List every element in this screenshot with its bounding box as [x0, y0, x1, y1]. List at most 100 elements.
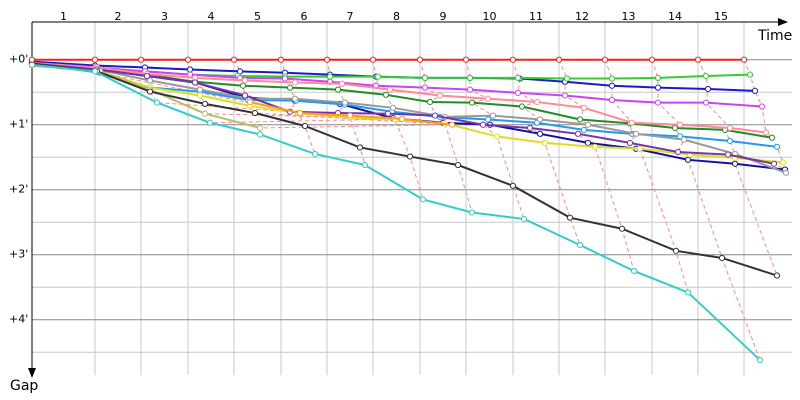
y-tick-label: +4': [9, 313, 28, 326]
data-point: [454, 161, 462, 169]
data-point: [28, 56, 36, 63]
data-point: [281, 75, 289, 82]
data-point: [561, 92, 569, 99]
data-point: [466, 86, 474, 93]
data-point: [489, 112, 497, 119]
x-tick-label: 13: [622, 10, 636, 23]
data-point: [323, 56, 331, 63]
lap-connector: [372, 59, 424, 200]
data-point: [773, 272, 781, 279]
data-point: [533, 98, 541, 106]
data-point: [256, 131, 264, 138]
data-point: [654, 74, 662, 82]
lap-connector: [604, 59, 689, 293]
data-point: [672, 247, 680, 254]
data-point: [731, 160, 739, 167]
data-point: [514, 74, 522, 82]
data-point: [509, 182, 517, 189]
x-tick-label: 15: [714, 10, 728, 23]
data-point: [566, 214, 574, 221]
data-point: [239, 82, 247, 89]
data-point: [256, 124, 264, 132]
data-point: [196, 92, 204, 99]
data-point: [608, 96, 616, 104]
data-point: [419, 196, 427, 203]
data-point: [779, 159, 787, 166]
data-point: [773, 143, 781, 150]
data-point: [146, 77, 154, 84]
data-point: [724, 151, 732, 158]
data-point: [636, 145, 644, 152]
series-line: [31, 62, 787, 174]
data-point: [291, 79, 299, 86]
x-tick-label: 10: [483, 10, 497, 23]
x-tick-label: 9: [440, 10, 447, 23]
data-point: [201, 110, 209, 117]
data-point: [740, 56, 748, 63]
data-point: [386, 86, 394, 93]
x-tick-label: 2: [115, 10, 122, 23]
data-point: [241, 92, 249, 99]
y-tick-label: +0': [9, 53, 28, 66]
x-tick-label: 4: [208, 10, 215, 23]
data-point: [468, 209, 476, 216]
data-point: [726, 124, 734, 132]
data-point: [436, 92, 444, 99]
lap-connectors: [94, 59, 787, 361]
x-tick-label: 11: [529, 10, 543, 23]
data-point: [555, 56, 563, 63]
data-point: [484, 95, 492, 102]
data-point: [468, 99, 476, 106]
lap-connector: [233, 59, 453, 135]
data-point: [186, 66, 194, 73]
data-point: [626, 139, 634, 147]
data-point: [684, 156, 692, 163]
x-tick-label: 7: [347, 10, 354, 23]
data-point: [654, 99, 662, 106]
y-axis-arrow: [28, 368, 36, 378]
data-point: [484, 116, 492, 123]
data-point: [514, 89, 522, 96]
data-point: [684, 289, 692, 296]
data-point: [726, 137, 734, 145]
data-point: [28, 61, 36, 69]
data-point: [574, 130, 582, 137]
data-point: [618, 225, 626, 232]
data-point: [756, 356, 764, 364]
data-point: [153, 99, 161, 106]
data-point: [758, 103, 766, 110]
data-point: [341, 99, 349, 106]
data-point: [338, 80, 346, 87]
data-point: [196, 86, 204, 93]
x-tick-label: 1: [60, 10, 67, 23]
data-point: [563, 75, 571, 82]
data-point: [91, 68, 99, 75]
data-point: [608, 82, 616, 89]
lap-connector: [558, 59, 635, 272]
x-tick-label: 12: [575, 10, 589, 23]
data-point: [632, 130, 640, 137]
data-point: [704, 85, 712, 93]
data-point: [361, 161, 369, 169]
data-point: [346, 112, 354, 119]
data-point: [648, 56, 656, 63]
data-point: [91, 56, 99, 63]
data-point: [462, 56, 470, 63]
data-point: [536, 130, 544, 137]
y-tick-label: +1': [9, 118, 28, 131]
data-point: [191, 79, 199, 86]
data-point: [431, 112, 439, 119]
data-point: [416, 56, 424, 63]
data-point: [671, 124, 679, 132]
data-point: [493, 133, 501, 140]
data-point: [702, 99, 710, 106]
data-point: [601, 56, 609, 63]
data-point: [479, 121, 487, 128]
data-point: [356, 144, 364, 151]
series-line: [31, 61, 763, 108]
data-point: [584, 121, 592, 128]
data-point: [406, 153, 414, 160]
data-point: [334, 86, 342, 93]
data-point: [291, 95, 299, 102]
